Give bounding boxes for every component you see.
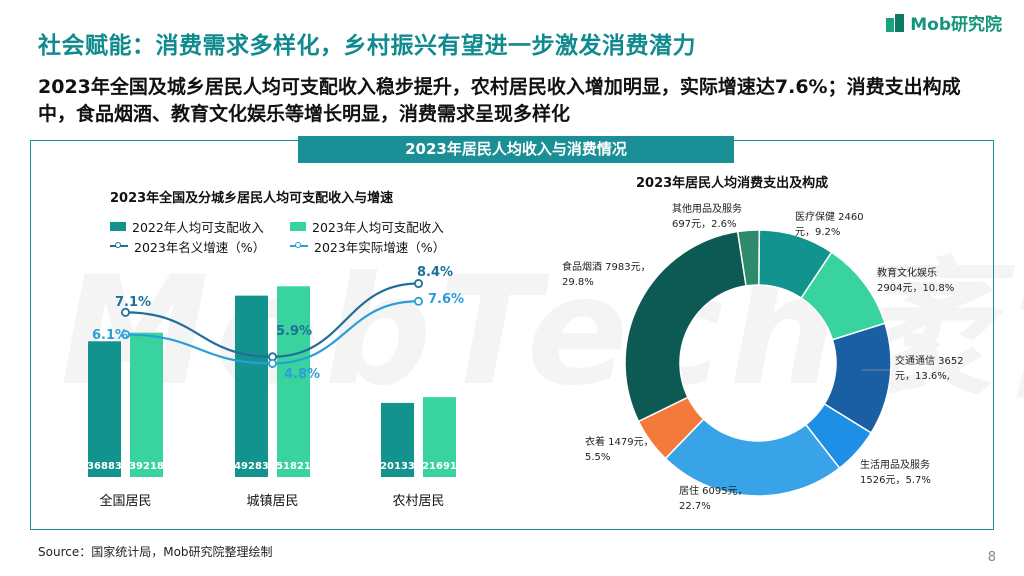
pie-slice-label: 食品烟酒 7983元， 29.8% (562, 260, 651, 288)
pie-slice-6 (624, 230, 747, 423)
page-number: 8 (987, 550, 996, 565)
page-subtitle: 2023年全国及城乡居民人均可支配收入稳步提升，农村居民收入增加明显，实际增速达… (38, 76, 961, 125)
bar-2022-1 (235, 295, 268, 477)
legend-swatch (110, 221, 126, 231)
pie-slice-label: 教育文化娱乐 2904元，10.8% (877, 266, 954, 294)
source-note: Source：国家统计局，Mob研究院整理绘制 (38, 545, 273, 559)
line-point (413, 296, 423, 306)
legend-swatch (290, 241, 308, 251)
line-data-label: 7.1% (115, 295, 151, 310)
pie-chart-title: 2023年居民人均消费支出及构成 (636, 176, 829, 191)
line-data-label: 5.9% (276, 324, 312, 339)
brand-logo: Mob研究院 (884, 10, 1002, 35)
bar-value-label: 20133 (380, 461, 415, 472)
legend-item-real-growth: 2023年实际增速（%） (290, 237, 470, 256)
pie-slice-label: 生活用品及服务 1526元，5.7% (860, 458, 931, 486)
bar-2022-0 (88, 341, 121, 477)
bar-value-label: 49283 (234, 461, 269, 472)
bar-2023-1 (277, 286, 310, 477)
bar-2023-2 (423, 397, 456, 477)
legend-label: 2022年人均可支配收入 (132, 219, 264, 235)
bar-value-label: 36883 (87, 461, 122, 472)
line-point (267, 358, 277, 368)
pie-slice-7 (736, 229, 761, 287)
pie-slice-label: 交通通信 3652 元，13.6%, (895, 354, 964, 382)
bar-2022-2 (381, 402, 414, 477)
bar-chart-legend: 2022年人均可支配收入 2023年人均可支配收入 2023年名义增速（%） 2… (110, 216, 470, 256)
legend-item-2023-income: 2023年人均可支配收入 (290, 217, 470, 236)
legend-swatch (290, 221, 306, 231)
bar-2023-0 (130, 332, 163, 477)
x-tick-label: 农村居民 (392, 494, 444, 509)
bar-chart-title: 2023年全国及分城乡居民人均可支配收入与增速 (110, 191, 394, 206)
line-point (121, 330, 131, 340)
bar-value-label: 51821 (276, 461, 311, 472)
pie-slice-label: 医疗保健 2460 元，9.2% (795, 210, 864, 238)
legend-label: 2023年实际增速（%） (314, 239, 446, 255)
line-data-label: 4.8% (284, 367, 320, 382)
pie-slice-label: 居住 6095元， 22.7% (679, 484, 748, 512)
x-tick-label: 城镇居民 (246, 494, 298, 509)
legend-swatch (110, 241, 128, 251)
bar-value-label: 39218 (129, 461, 164, 472)
line-point (121, 307, 131, 317)
line-data-label: 6.1% (92, 328, 128, 343)
bar-value-label: 21691 (422, 461, 457, 472)
legend-label: 2023年名义增速（%） (134, 239, 266, 255)
logo-icon (884, 12, 906, 34)
line-data-label: 7.6% (428, 292, 464, 307)
pie-slice-label: 其他用品及服务 697元，2.6% (672, 202, 742, 230)
section-banner: 2023年居民人均收入与消费情况 (298, 136, 734, 163)
line-point (413, 279, 423, 289)
legend-label: 2023年人均可支配收入 (312, 219, 444, 235)
pie-slice-label: 衣着 1479元， 5.5% (585, 435, 654, 463)
legend-item-nominal-growth: 2023年名义增速（%） (110, 237, 290, 256)
legend-item-2022-income: 2022年人均可支配收入 (110, 217, 290, 236)
line-series-nominal (125, 282, 419, 358)
page-title: 社会赋能：消费需求多样化，乡村振兴有望进一步激发消费潜力 (38, 33, 696, 59)
line-data-label: 8.4% (417, 265, 453, 280)
logo-text: Mob研究院 (910, 15, 1002, 35)
x-tick-label: 全国居民 (99, 493, 151, 509)
